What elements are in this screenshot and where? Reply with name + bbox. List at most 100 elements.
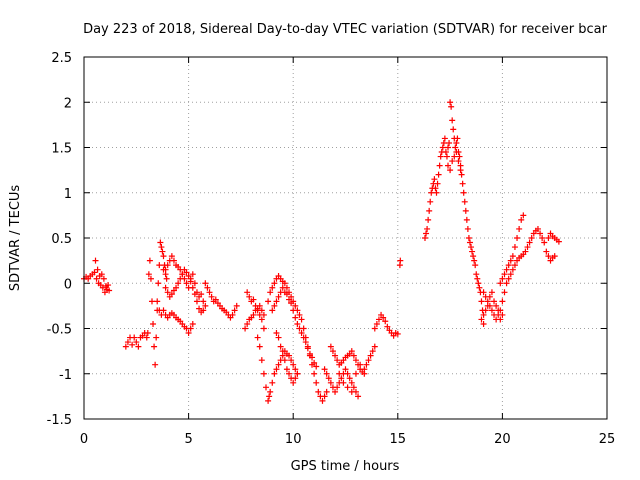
data-point	[157, 239, 164, 246]
x-tick-label: 5	[184, 432, 192, 447]
data-point	[260, 311, 267, 318]
data-point	[473, 271, 480, 278]
data-point	[352, 357, 359, 364]
data-point	[286, 296, 293, 303]
data-point	[505, 262, 512, 269]
data-point	[269, 379, 276, 386]
y-tick-label: 1.5	[51, 142, 72, 157]
data-point	[313, 379, 320, 386]
data-point	[476, 284, 483, 291]
data-point	[539, 235, 546, 241]
data-point	[187, 325, 194, 332]
data-point	[427, 198, 434, 205]
data-point	[304, 345, 311, 352]
data-point	[309, 354, 316, 361]
data-point	[346, 375, 353, 382]
data-point	[168, 291, 175, 298]
data-point	[151, 343, 158, 350]
data-point	[435, 171, 442, 178]
data-point	[258, 316, 265, 323]
data-point	[306, 350, 313, 357]
data-point	[170, 257, 177, 264]
data-point	[447, 99, 454, 106]
data-point	[474, 275, 481, 282]
data-point	[503, 280, 510, 287]
data-point	[258, 307, 265, 314]
data-point	[375, 316, 382, 323]
data-point	[294, 370, 301, 377]
data-point	[382, 318, 389, 325]
data-point	[522, 248, 529, 255]
data-point	[458, 171, 465, 178]
data-point	[463, 216, 470, 223]
data-point	[495, 307, 502, 314]
data-point	[93, 275, 100, 282]
data-point	[256, 343, 263, 350]
data-point	[373, 320, 380, 327]
data-point	[384, 323, 391, 330]
data-point	[260, 370, 267, 377]
data-point	[292, 375, 299, 382]
data-point	[263, 384, 270, 391]
data-point	[286, 370, 293, 377]
data-point	[321, 393, 328, 400]
data-point	[357, 361, 364, 368]
data-point	[106, 287, 113, 294]
data-point	[528, 235, 535, 241]
data-point	[452, 144, 459, 151]
data-point	[233, 302, 240, 309]
data-point	[164, 262, 171, 269]
data-point	[451, 153, 458, 160]
data-point	[537, 230, 544, 237]
data-point	[332, 388, 339, 395]
data-point	[231, 307, 238, 314]
data-point	[363, 361, 370, 368]
data-point	[367, 352, 374, 359]
data-point	[449, 158, 456, 165]
data-point	[277, 343, 284, 350]
data-point	[202, 280, 209, 287]
data-point	[105, 282, 112, 289]
data-point	[94, 266, 101, 273]
y-tick-label: -0.5	[47, 323, 72, 338]
data-point	[177, 275, 184, 282]
data-point	[449, 117, 456, 124]
data-point	[267, 289, 274, 296]
data-point	[491, 298, 498, 305]
data-point	[332, 352, 339, 359]
data-point	[92, 257, 99, 264]
data-point	[480, 320, 487, 327]
data-point	[91, 269, 98, 276]
data-point	[369, 348, 376, 355]
data-point	[436, 162, 443, 169]
x-tick-label: 20	[494, 432, 511, 447]
data-point	[168, 253, 175, 260]
data-point	[541, 239, 548, 246]
data-point	[175, 280, 182, 287]
data-point	[150, 320, 157, 327]
data-point	[327, 379, 334, 386]
data-point	[329, 348, 336, 355]
data-point	[315, 388, 322, 395]
data-point	[200, 298, 207, 305]
data-point	[425, 216, 432, 223]
data-point	[292, 366, 299, 373]
data-point	[208, 293, 215, 300]
data-point	[260, 325, 267, 332]
data-point	[437, 153, 444, 160]
data-point	[206, 289, 213, 296]
data-point	[421, 235, 428, 241]
data-point	[488, 307, 495, 314]
data-point	[100, 275, 107, 282]
y-tick-label: 0.5	[51, 232, 72, 247]
data-point	[524, 244, 531, 251]
x-tick-label: 15	[390, 432, 407, 447]
data-point	[292, 314, 299, 321]
data-point	[319, 397, 326, 404]
data-point	[488, 289, 495, 296]
data-point	[355, 393, 362, 400]
data-point	[160, 253, 167, 260]
data-point	[482, 307, 489, 314]
data-point	[334, 357, 341, 364]
